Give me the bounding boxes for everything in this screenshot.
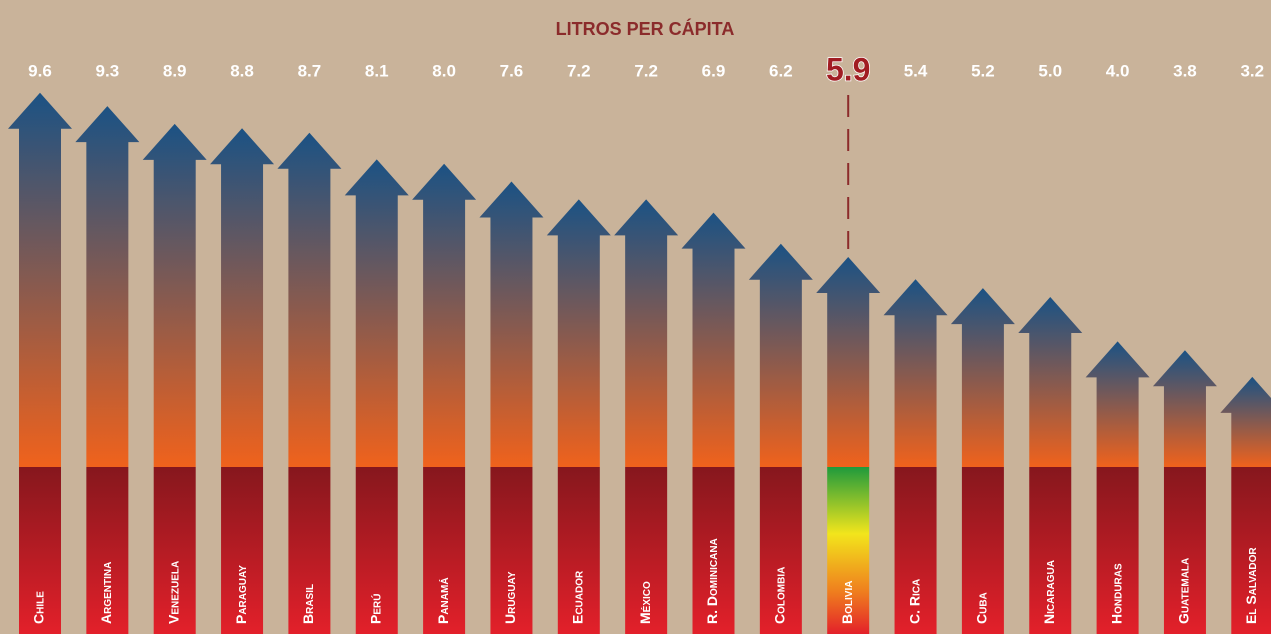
category-label: Guatemala [1176,558,1192,624]
category-base [827,467,870,634]
arrow [1085,341,1150,467]
value-label: 8.1 [365,61,389,80]
value-label: 5.2 [971,61,995,80]
category-label: C. Rica [906,579,922,624]
arrow [950,288,1015,467]
category-base [625,467,668,634]
category-label: Venezuela [165,561,181,624]
category-label: R. Dominicana [704,538,720,624]
value-label: 8.0 [432,61,456,80]
value-label: 6.9 [702,61,726,80]
arrow [277,132,342,467]
arrow [614,199,679,467]
category-label: Bolivia [839,581,855,624]
value-label: 3.2 [1240,61,1264,80]
arrow [748,243,813,467]
arrow [816,257,881,467]
category-base [19,467,61,634]
category-label: Honduras [1108,563,1124,624]
category-base [221,467,264,634]
arrow [681,212,746,467]
arrow [8,92,72,467]
category-base [86,467,129,634]
arrow [479,181,544,467]
category-label: Ecuador [570,570,586,624]
category-base [1096,467,1139,634]
category-base [423,467,466,634]
chart-title: LITROS PER CÁPITA [556,18,735,39]
category-label: Chile [31,591,47,624]
value-label: 4.0 [1106,61,1130,80]
arrow [1220,376,1271,467]
value-label: 6.2 [769,61,793,80]
category-label: Perú [367,594,383,624]
category-base [1163,467,1206,634]
arrow [1018,297,1083,467]
category-base [288,467,331,634]
category-label: Panamá [435,577,451,624]
arrow [412,163,477,468]
category-label: México [637,581,653,624]
category-label: Brasil [300,584,316,624]
arrow [1152,350,1217,467]
category-label: Uruguay [502,571,518,624]
arrow [883,279,948,467]
value-label: 5.0 [1038,61,1062,80]
value-label: 5.4 [904,61,928,80]
value-label: 8.7 [298,61,322,80]
value-label: 3.8 [1173,61,1197,80]
category-base [692,467,735,634]
value-label: 7.2 [634,61,658,80]
value-label: 8.9 [163,61,187,80]
value-label: 9.6 [28,61,52,80]
value-label: 9.3 [96,61,120,80]
category-base [961,467,1004,634]
category-label: Paraguay [233,565,249,624]
category-base [894,467,937,634]
value-label: 8.8 [230,61,254,80]
value-label: 7.2 [567,61,591,80]
arrow [142,123,207,467]
category-base [759,467,802,634]
category-label: Colombia [772,567,788,624]
category-label: Argentina [98,562,114,624]
arrow [210,128,275,467]
category-label: Nicaragua [1041,560,1057,624]
category-base [490,467,533,634]
arrow [546,199,611,467]
category-base [1029,467,1072,634]
arrow [75,106,140,467]
category-base [153,467,196,634]
value-label: 7.6 [500,61,524,80]
category-label: El Salvador [1243,547,1259,624]
category-label: Cuba [974,592,990,624]
category-base [355,467,398,634]
category-base [557,467,600,634]
value-label: 5.9 [826,51,870,87]
arrow [344,159,409,468]
category-base [1231,467,1271,634]
